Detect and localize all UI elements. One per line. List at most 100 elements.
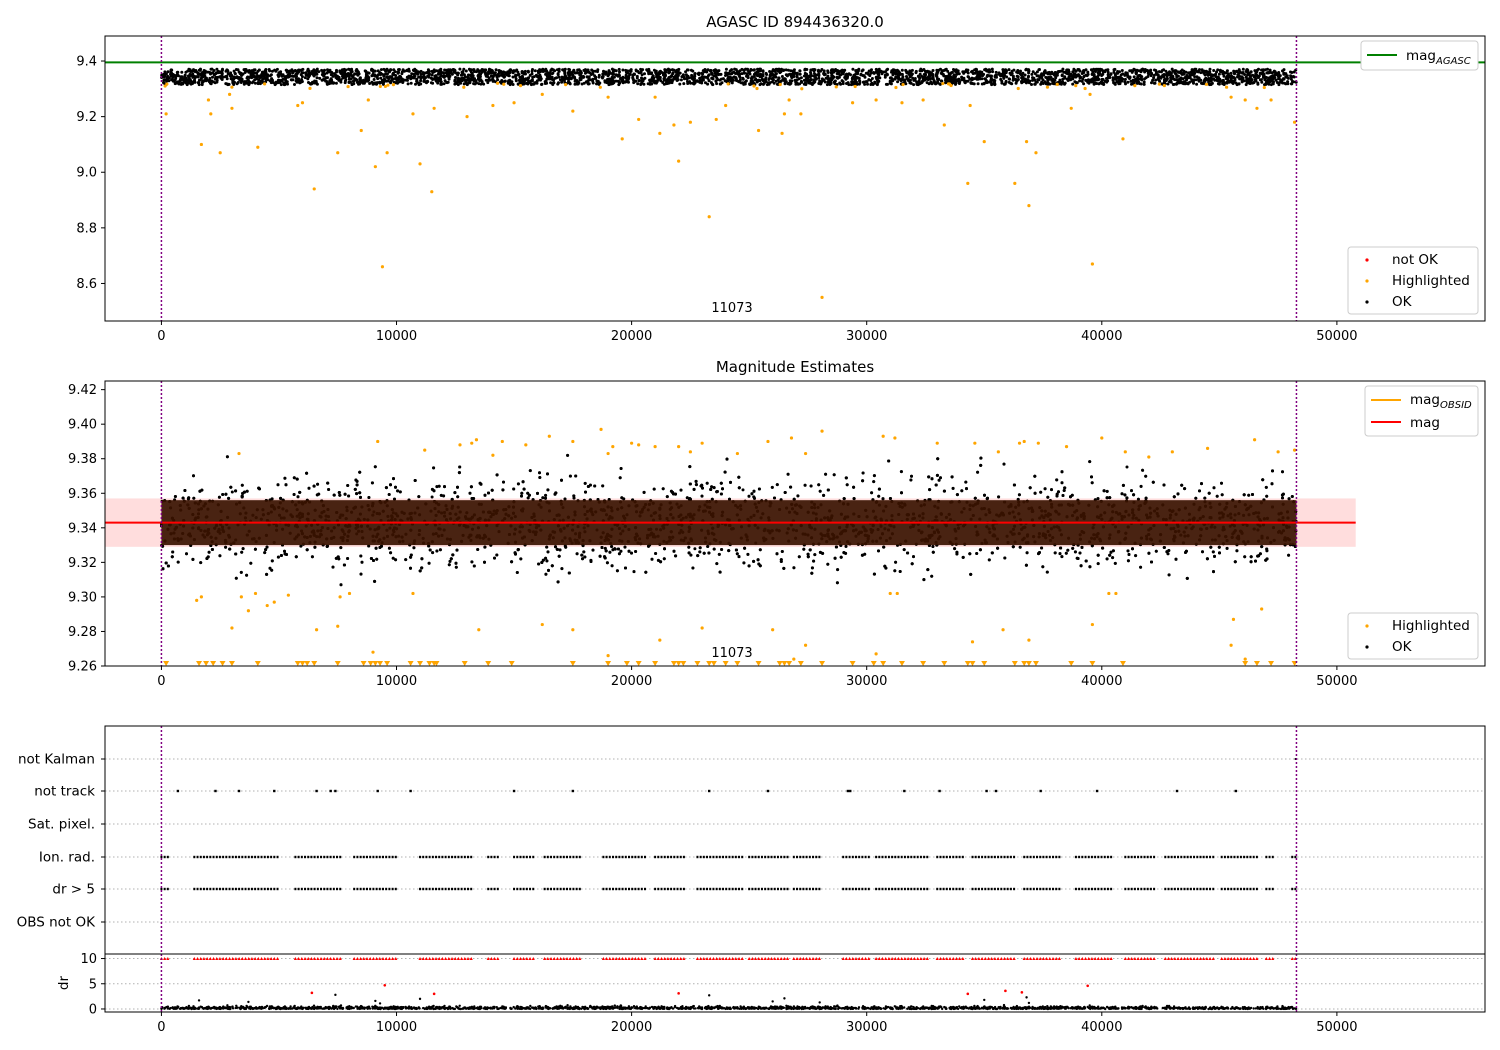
- ok-point: [294, 79, 298, 83]
- ok-point: [537, 75, 541, 79]
- panel1-legend-points: not OK Highlighted OK: [1347, 246, 1479, 315]
- ok-point: [444, 68, 448, 72]
- ok-point: [851, 67, 855, 71]
- ok-point: [179, 82, 183, 86]
- ok-point: [248, 76, 251, 79]
- ok-point: [1089, 68, 1093, 72]
- ok-point: [987, 70, 991, 74]
- ok-point: [1129, 79, 1133, 83]
- ok-point: [234, 68, 238, 71]
- ok-point: [1249, 81, 1253, 85]
- ok-point: [284, 79, 288, 83]
- highlighted-point: [672, 123, 676, 127]
- ok-point: [611, 73, 615, 76]
- ok-point: [891, 73, 895, 77]
- ok-point: [1027, 69, 1031, 73]
- ok-point: [1196, 70, 1200, 74]
- ok-point: [328, 81, 332, 85]
- y-tick-label: 8.8: [76, 221, 97, 236]
- ok-point: [186, 74, 190, 78]
- ok-point: [656, 78, 660, 82]
- highlighted-point: [366, 98, 370, 102]
- ok-point: [1237, 68, 1241, 72]
- ok-point: [454, 71, 457, 75]
- ok-point: [557, 81, 560, 85]
- ok-point: [299, 80, 302, 84]
- ok-point: [854, 69, 858, 73]
- ok-point: [1093, 78, 1096, 82]
- ok-point: [940, 79, 944, 83]
- ok-point: [767, 78, 771, 81]
- ok-point: [1221, 79, 1224, 83]
- ok-point: [867, 69, 871, 73]
- highlighted-point: [820, 295, 824, 299]
- ok-point: [649, 72, 653, 76]
- ok-point: [831, 70, 835, 74]
- ok-point: [508, 69, 512, 73]
- ok-point: [826, 71, 830, 74]
- ok-point: [1068, 74, 1072, 77]
- ok-point: [787, 68, 790, 72]
- highlighted-point: [262, 82, 267, 86]
- highlighted-point: [1204, 82, 1209, 86]
- ok-point: [1113, 82, 1117, 85]
- ok-point: [419, 79, 423, 83]
- ok-point: [960, 78, 964, 82]
- ok-point: [719, 82, 722, 86]
- ok-point: [724, 67, 728, 71]
- ok-point: [439, 72, 443, 76]
- ok-point: [464, 81, 468, 85]
- ok-point: [640, 73, 644, 77]
- ok-point: [439, 67, 443, 71]
- ok-point: [239, 71, 243, 75]
- ok-point: [1172, 82, 1176, 86]
- ok-point: [875, 77, 879, 81]
- ok-point: [1007, 77, 1011, 81]
- ok-point: [993, 81, 997, 85]
- ok-point: [344, 68, 348, 72]
- ok-point: [379, 71, 383, 75]
- ok-point: [1119, 79, 1123, 83]
- ok-point: [1046, 72, 1050, 76]
- ok-point: [1036, 74, 1040, 78]
- ok-point: [1150, 71, 1153, 75]
- ok-point: [1168, 71, 1172, 75]
- ok-point: [660, 71, 664, 75]
- ok-point: [1193, 75, 1197, 79]
- ok-point: [313, 72, 317, 76]
- ok-point: [895, 72, 899, 76]
- ok-point: [640, 79, 644, 83]
- ok-point: [1267, 76, 1271, 80]
- ok-point: [253, 68, 257, 72]
- ok-point: [567, 75, 571, 79]
- ok-point: [960, 75, 964, 79]
- ok-point: [480, 80, 484, 83]
- ok-point: [1150, 81, 1153, 85]
- ok-point: [230, 490, 234, 494]
- ok-point: [989, 78, 993, 82]
- ok-point: [315, 76, 319, 80]
- ok-point: [1147, 72, 1151, 76]
- x-tick-label: 10000: [376, 329, 417, 344]
- ok-point: [1030, 72, 1034, 76]
- highlighted-point: [782, 112, 787, 116]
- ok-point: [337, 78, 341, 82]
- highlighted-point: [755, 86, 759, 91]
- ok-point: [1209, 77, 1213, 80]
- ok-point: [786, 82, 790, 86]
- ok-point: [854, 80, 858, 84]
- ok-point: [378, 81, 382, 85]
- ok-point: [347, 74, 351, 78]
- ok-point: [1063, 75, 1067, 79]
- ok-point: [382, 67, 386, 71]
- ok-point: [705, 75, 709, 79]
- ok-point: [1289, 82, 1293, 86]
- highlighted-point: [1083, 86, 1087, 91]
- ok-point: [1286, 80, 1290, 84]
- ok-point: [604, 70, 608, 74]
- ok-point: [1098, 81, 1102, 85]
- ok-point: [822, 78, 826, 82]
- ok-point: [939, 67, 942, 71]
- ok-point: [642, 82, 646, 86]
- ok-point: [462, 73, 466, 77]
